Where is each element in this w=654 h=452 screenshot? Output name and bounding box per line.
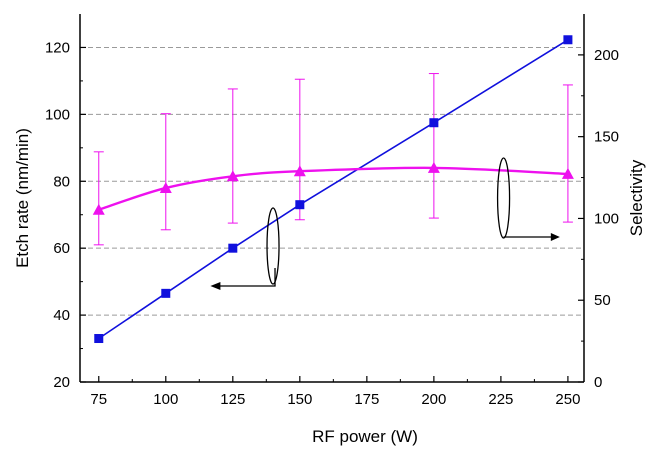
axes: 75 100 125 150 175 200 225 250 20 40 60 80 100 120 0 50… — [45, 14, 619, 408]
y-axis-right-title: Selectivity — [627, 159, 646, 236]
selectivity-point — [561, 167, 574, 179]
etch-rate-point — [429, 118, 439, 128]
x-tick-label: 150 — [287, 391, 312, 408]
etch-rate-point — [228, 243, 238, 253]
selectivity-point — [427, 161, 440, 173]
y-left-tick-label: 60 — [53, 240, 70, 257]
x-axis-title: RF power (W) — [312, 427, 418, 446]
y-right-tick-label: 0 — [594, 374, 602, 391]
x-tick-label: 225 — [488, 391, 513, 408]
selectivity-point — [226, 170, 239, 182]
grid-lines — [80, 46, 584, 316]
etch-rate-point — [295, 200, 305, 210]
selectivity-point — [159, 181, 172, 193]
y-right-tick-label: 200 — [594, 47, 619, 64]
x-tick-label: 175 — [354, 391, 379, 408]
selectivity-point — [92, 203, 105, 215]
y-left-tick-label: 120 — [45, 39, 70, 56]
y-right-tick-label: 150 — [594, 129, 619, 146]
y-left-tick-label: 100 — [45, 106, 70, 123]
series-layer — [92, 35, 574, 344]
x-tick-label: 250 — [555, 391, 580, 408]
etch-rate-axis-arrow — [219, 268, 276, 287]
y-right-tick-label: 50 — [594, 292, 611, 309]
y-right-tick-label: 100 — [594, 210, 619, 227]
y-left-tick-label: 20 — [53, 374, 70, 391]
selectivity-axis-indicator-ellipse — [496, 157, 511, 239]
etch-rate-point — [563, 35, 573, 45]
etch-rate-line — [98, 39, 569, 340]
selectivity-point — [293, 165, 306, 177]
x-tick-label: 100 — [153, 391, 178, 408]
y-axis-left-title: Etch rate (nm/min) — [13, 128, 32, 268]
x-tick-label: 75 — [90, 391, 107, 408]
etch-rate-axis-indicator-ellipse — [266, 207, 280, 285]
etch-rate-arrow-head — [210, 282, 221, 290]
y-left-tick-label: 40 — [53, 307, 70, 324]
etch-rate-point — [94, 334, 104, 344]
y-left-tick-label: 80 — [53, 173, 70, 190]
selectivity-arrow-head — [550, 233, 560, 241]
etch-rate-point — [161, 288, 171, 298]
x-tick-label: 125 — [220, 391, 245, 408]
annotations — [210, 157, 560, 290]
x-tick-label: 200 — [421, 391, 446, 408]
